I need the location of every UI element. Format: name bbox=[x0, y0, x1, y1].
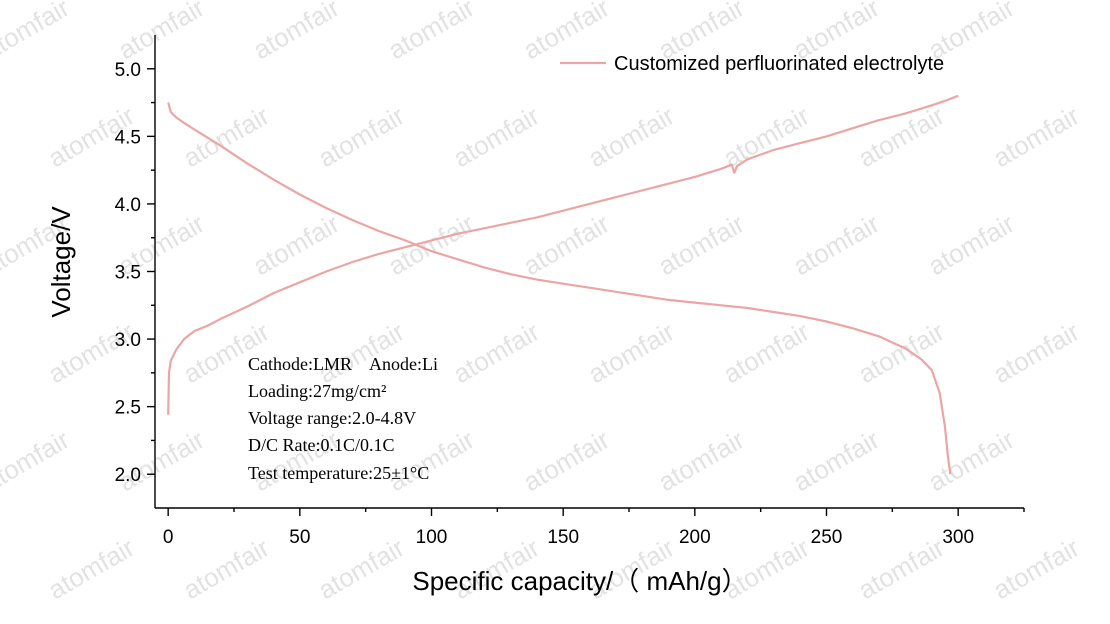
watermark-text: atomfair bbox=[0, 316, 5, 389]
watermark-text: atomfair bbox=[113, 424, 210, 497]
watermark-text: atomfair bbox=[988, 316, 1085, 389]
x-tick-label-300: 300 bbox=[942, 527, 974, 548]
watermark-text: atomfair bbox=[383, 424, 480, 497]
watermark-text: atomfair bbox=[788, 208, 885, 281]
watermark-text: atomfair bbox=[248, 0, 345, 65]
annotation-line-2: Loading:27mg/cm² bbox=[248, 381, 386, 401]
y-tick-label-2.5: 2.5 bbox=[115, 398, 141, 419]
x-tick-label-250: 250 bbox=[811, 527, 843, 548]
watermark-text: atomfair bbox=[518, 424, 615, 497]
y-tick-label-4.5: 4.5 bbox=[115, 127, 141, 148]
y-tick-label-3.5: 3.5 bbox=[115, 263, 141, 284]
x-tick-label-150: 150 bbox=[547, 527, 579, 548]
watermark-text: atomfair bbox=[718, 316, 815, 389]
y-tick-label-3.0: 3.0 bbox=[115, 330, 141, 351]
legend: Customized perfluorinated electrolyte bbox=[560, 53, 944, 75]
curves bbox=[167, 94, 959, 475]
legend-label: Customized perfluorinated electrolyte bbox=[614, 53, 944, 75]
watermark-text: atomfair bbox=[383, 208, 480, 281]
watermark-text: atomfair bbox=[788, 424, 885, 497]
watermark-text: atomfair bbox=[313, 532, 410, 605]
watermark-text: atomfair bbox=[0, 100, 5, 173]
x-tick-label-50: 50 bbox=[289, 527, 310, 548]
watermark-text: atomfair bbox=[178, 100, 275, 173]
watermark-text: atomfair bbox=[653, 208, 750, 281]
watermark-text: atomfair bbox=[43, 532, 140, 605]
watermark-text: atomfair bbox=[383, 0, 480, 65]
annotation-line-1: Cathode:LMR Anode:Li bbox=[248, 354, 438, 374]
x-tick-label-0: 0 bbox=[163, 527, 174, 548]
test-conditions-annotation: Cathode:LMR Anode:Li Loading:27mg/cm² Vo… bbox=[248, 354, 438, 483]
y-tick-label-2.0: 2.0 bbox=[115, 465, 141, 486]
watermark-text: atomfair bbox=[178, 316, 275, 389]
watermark-text: atomfair bbox=[313, 100, 410, 173]
watermark-text: atomfair bbox=[0, 532, 5, 605]
x-tick-label-200: 200 bbox=[679, 527, 711, 548]
watermark-text: atomfair bbox=[113, 0, 210, 65]
watermark-text: atomfair bbox=[583, 100, 680, 173]
watermark-text: atomfair bbox=[853, 532, 950, 605]
discharge-curve bbox=[167, 102, 952, 475]
watermark-text: atomfair bbox=[923, 424, 1020, 497]
watermark-layer: atomfair atomfair atomfair atomfair atomfair… bbox=[0, 0, 1085, 605]
y-tick-label-5.0: 5.0 bbox=[115, 60, 141, 81]
annotation-line-4: D/C Rate:0.1C/0.1C bbox=[248, 435, 395, 455]
watermark-text: atomfair bbox=[0, 0, 75, 65]
watermark-text: atomfair bbox=[518, 0, 615, 65]
watermark-text: atomfair bbox=[718, 100, 815, 173]
x-axis-title: Specific capacity/（ mAh/g） bbox=[412, 566, 747, 596]
annotation-line-3: Voltage range:2.0-4.8V bbox=[248, 408, 416, 428]
annotation-line-5: Test temperature:25±1°C bbox=[248, 463, 429, 483]
watermark-text: atomfair bbox=[448, 316, 545, 389]
watermark-text: atomfair bbox=[583, 316, 680, 389]
watermark-text: atomfair bbox=[313, 316, 410, 389]
y-axis-title: Voltage/V bbox=[46, 206, 76, 318]
watermark-text: atomfair bbox=[178, 532, 275, 605]
charge-curve bbox=[167, 94, 959, 415]
watermark-text: atomfair bbox=[988, 532, 1085, 605]
y-tick-label-4.0: 4.0 bbox=[115, 195, 141, 216]
watermark-text: atomfair bbox=[653, 424, 750, 497]
watermark-text: atomfair bbox=[923, 208, 1020, 281]
y-ticks: 2.0 2.5 3.0 3.5 4.0 4.5 5.0 bbox=[115, 60, 155, 486]
x-ticks: 0 50 100 150 200 250 300 bbox=[163, 508, 1025, 548]
watermark-text: atomfair bbox=[43, 316, 140, 389]
x-tick-label-100: 100 bbox=[416, 527, 448, 548]
watermark-text: atomfair bbox=[988, 100, 1085, 173]
watermark-text: atomfair bbox=[0, 424, 75, 497]
watermark-text: atomfair bbox=[853, 100, 950, 173]
watermark-text: atomfair bbox=[448, 100, 545, 173]
